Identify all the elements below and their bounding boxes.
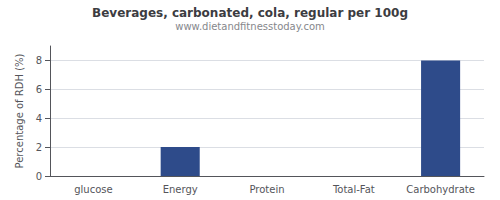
svg-text:glucose: glucose — [74, 184, 112, 195]
svg-text:8: 8 — [36, 55, 42, 66]
svg-text:www.dietandfitnesstoday.com: www.dietandfitnesstoday.com — [175, 21, 324, 32]
svg-text:Total-Fat: Total-Fat — [332, 184, 375, 195]
svg-text:6: 6 — [36, 84, 42, 95]
svg-text:Protein: Protein — [249, 184, 284, 195]
svg-text:Carbohydrate: Carbohydrate — [406, 184, 475, 195]
svg-text:Percentage of RDH (%): Percentage of RDH (%) — [14, 53, 25, 168]
svg-text:2: 2 — [36, 142, 42, 153]
svg-text:Energy: Energy — [163, 184, 198, 195]
svg-text:Beverages, carbonated, cola, r: Beverages, carbonated, cola, regular per… — [92, 6, 408, 20]
svg-text:0: 0 — [36, 171, 42, 182]
svg-text:4: 4 — [36, 113, 42, 124]
